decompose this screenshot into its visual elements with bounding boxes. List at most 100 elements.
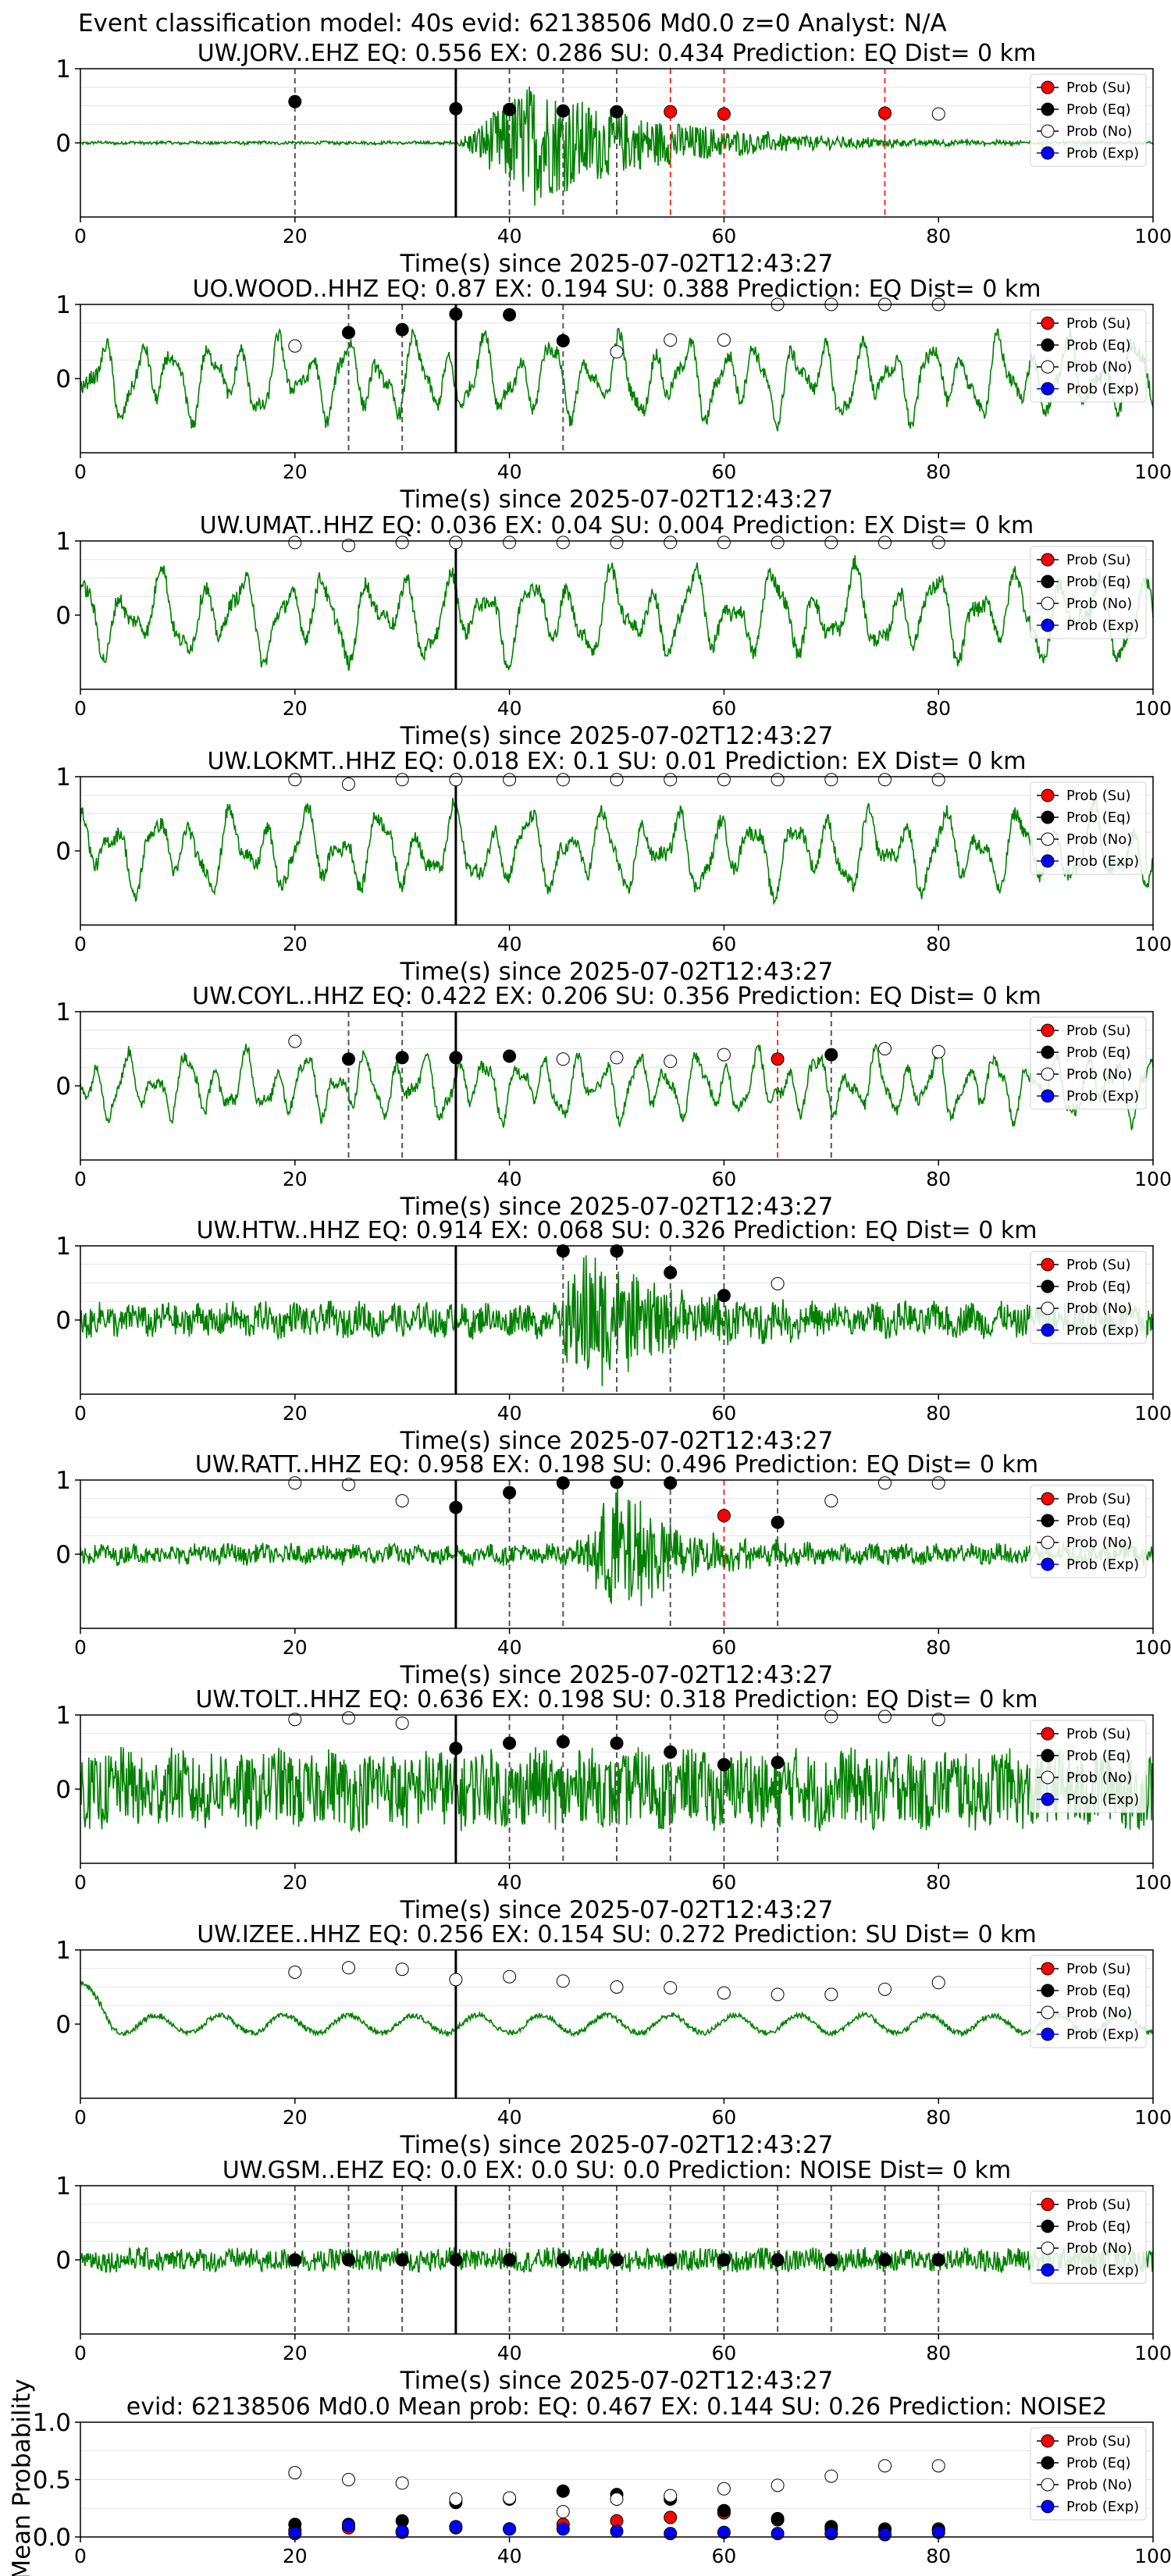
panel-4-xtick-label: 40 bbox=[497, 933, 522, 955]
panel-5-ytick-label: 0 bbox=[55, 1073, 71, 1101]
panel-1-legend-marker-no bbox=[1041, 124, 1055, 138]
panel-2: UO.WOOD..HHZ EQ: 0.87 EX: 0.194 SU: 0.38… bbox=[55, 276, 1171, 514]
panel-7-prob-point-no bbox=[824, 1494, 838, 1508]
panel-8-legend bbox=[1030, 1720, 1147, 1813]
panel-7-xtick-label: 80 bbox=[926, 1636, 951, 1659]
panel-7-prob-point-eq bbox=[556, 1476, 570, 1490]
panel-4-legend-marker-eq bbox=[1041, 810, 1055, 824]
panel-2-prob-point-eq bbox=[449, 307, 463, 321]
panel-2-xtick-label: 0 bbox=[74, 461, 87, 483]
panel-4-prob-point-no bbox=[288, 773, 302, 787]
panel-10-waveform bbox=[80, 2247, 1154, 2275]
panel-2-legend-label-su: Prob (Su) bbox=[1066, 315, 1131, 332]
panel-7-xtick-label: 40 bbox=[497, 1636, 522, 1659]
panel-2-prob-point-no bbox=[664, 333, 678, 347]
panel-11-mean-point-eq bbox=[717, 2503, 731, 2517]
panel-2-legend-marker-eq bbox=[1041, 338, 1055, 352]
panel-5-prob-point-eq bbox=[503, 1049, 517, 1063]
panel-7-xtick-label: 100 bbox=[1134, 1636, 1171, 1659]
panel-11-legend-label-su: Prob (Su) bbox=[1066, 2433, 1131, 2450]
panel-5-waveform bbox=[80, 1043, 1154, 1131]
panel-11-mean-point-exp bbox=[824, 2527, 838, 2541]
panel-1-xlabel: Time(s) since 2025-07-02T12:43:27 bbox=[400, 250, 834, 278]
panel-4-legend-marker-no bbox=[1041, 832, 1055, 846]
panel-4-prob-point-no bbox=[503, 773, 517, 787]
panel-7-ytick-label: 0 bbox=[55, 1541, 71, 1569]
panel-11-ytick-label: 0.0 bbox=[33, 2524, 71, 2552]
panel-5-prob-point-no bbox=[717, 1048, 731, 1062]
panel-11-mean-point-su bbox=[664, 2510, 678, 2524]
panel-11-mean-point-no bbox=[931, 2459, 945, 2473]
panel-6-legend-marker-exp bbox=[1041, 1323, 1055, 1337]
panel-10-prob-point-eq bbox=[449, 2253, 463, 2267]
panel-3-title: UW.UMAT..HHZ EQ: 0.036 EX: 0.04 SU: 0.00… bbox=[200, 512, 1034, 539]
panel-8-waveform bbox=[80, 1746, 1154, 1834]
panel-2-prob-point-eq bbox=[503, 308, 517, 322]
panel-1-legend-label-eq: Prob (Eq) bbox=[1066, 101, 1131, 118]
panel-3-prob-point-no bbox=[342, 539, 355, 553]
panel-5-title: UW.COYL..HHZ EQ: 0.422 EX: 0.206 SU: 0.3… bbox=[192, 983, 1041, 1010]
panel-7-legend-marker-su bbox=[1041, 1492, 1055, 1506]
panel-5-legend-marker-exp bbox=[1041, 1089, 1055, 1103]
panel-1-legend-marker-su bbox=[1041, 80, 1055, 94]
panel-6-legend bbox=[1030, 1251, 1147, 1344]
panel-11-legend-marker-su bbox=[1041, 2434, 1055, 2448]
panel-7-legend-marker-exp bbox=[1041, 1557, 1055, 1571]
panel-2-legend-label-eq: Prob (Eq) bbox=[1066, 337, 1131, 354]
panel-4-legend bbox=[1030, 781, 1147, 875]
panel-9-legend bbox=[1030, 1955, 1147, 2048]
panel-11-legend-label-exp: Prob (Exp) bbox=[1066, 2499, 1139, 2515]
panel-10-xtick-label: 0 bbox=[74, 2342, 87, 2364]
panel-1-legend-marker-eq bbox=[1041, 102, 1055, 116]
panel-8-prob-point-no bbox=[878, 1710, 892, 1724]
panel-11-xtick-label: 60 bbox=[711, 2545, 736, 2567]
panel-2-prob-point-eq bbox=[395, 322, 409, 336]
panel-1-xtick-label: 40 bbox=[497, 225, 522, 247]
panel-7-title: UW.RATT..HHZ EQ: 0.958 EX: 0.198 SU: 0.4… bbox=[195, 1451, 1038, 1478]
panel-11-legend bbox=[1030, 2427, 1147, 2521]
panel-11-mean-point-no bbox=[288, 2466, 302, 2480]
panel-2-legend bbox=[1030, 309, 1147, 403]
panel-9-prob-point-no bbox=[449, 1973, 463, 1987]
panel-2-title: UO.WOOD..HHZ EQ: 0.87 EX: 0.194 SU: 0.38… bbox=[193, 276, 1041, 303]
panel-5-prob-point-su bbox=[771, 1052, 785, 1066]
panel-5-legend-label-su: Prob (Su) bbox=[1066, 1023, 1131, 1039]
panel-5-xtick-label: 80 bbox=[926, 1168, 951, 1190]
panel-1-prob-point-eq bbox=[556, 104, 570, 118]
panel-4-xtick-label: 20 bbox=[283, 933, 308, 955]
panel-9-prob-point-no bbox=[878, 1982, 892, 1996]
panel-5-legend-label-no: Prob (No) bbox=[1066, 1066, 1132, 1083]
panel-2-prob-point-eq bbox=[556, 334, 570, 348]
panel-3-xtick-label: 40 bbox=[497, 697, 522, 720]
panel-2-ytick-label: 0 bbox=[55, 365, 71, 393]
panel-10-xtick-label: 40 bbox=[497, 2342, 522, 2364]
panel-8-legend-label-exp: Prob (Exp) bbox=[1066, 1791, 1139, 1808]
panel-4-xtick-label: 100 bbox=[1134, 933, 1171, 955]
panel-2-prob-point-no bbox=[717, 333, 731, 347]
panel-9-prob-point-no bbox=[771, 1987, 785, 2001]
panel-11-mean-point-exp bbox=[771, 2527, 785, 2541]
panel-9-prob-point-no bbox=[395, 1962, 409, 1976]
panel-10-prob-point-eq bbox=[824, 2253, 838, 2267]
panel-3-legend-marker-exp bbox=[1041, 618, 1055, 632]
panel-9-prob-point-no bbox=[503, 1969, 517, 1984]
panel-1-ytick-label: 0 bbox=[55, 130, 71, 158]
panel-5-frame bbox=[80, 1011, 1154, 1161]
panel-4-xtick-label: 60 bbox=[711, 933, 736, 955]
panel-10-legend-marker-eq bbox=[1041, 2219, 1055, 2233]
panel-2-xlabel: Time(s) since 2025-07-02T12:43:27 bbox=[400, 486, 834, 514]
panel-4-legend-marker-exp bbox=[1041, 854, 1055, 868]
panel-1-legend-label-su: Prob (Su) bbox=[1066, 80, 1131, 96]
panel-3-prob-point-no bbox=[503, 535, 517, 550]
panel-10-ytick-label: 0 bbox=[55, 2247, 71, 2275]
panel-11-mean-point-no bbox=[664, 2489, 678, 2503]
panel-1-legend-label-no: Prob (No) bbox=[1066, 123, 1132, 140]
panel-5-prob-point-no bbox=[664, 1055, 678, 1069]
panel-3-xlabel: Time(s) since 2025-07-02T12:43:27 bbox=[400, 722, 834, 750]
panel-6-xlabel: Time(s) since 2025-07-02T12:43:27 bbox=[400, 1427, 834, 1455]
panel-11-title: evid: 62138506 Md0.0 Mean prob: EQ: 0.46… bbox=[126, 2393, 1108, 2421]
panel-6-ytick-label: 0 bbox=[55, 1307, 71, 1335]
panel-5-prob-point-eq bbox=[395, 1051, 409, 1065]
panel-8-prob-point-eq bbox=[664, 1745, 678, 1759]
panel-11-mean-point-exp bbox=[878, 2528, 892, 2542]
